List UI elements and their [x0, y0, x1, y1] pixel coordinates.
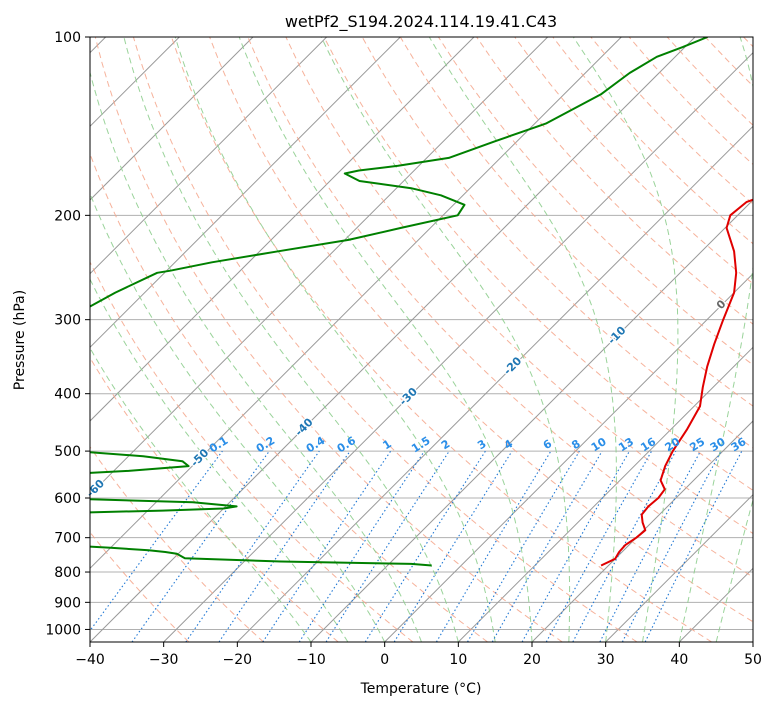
x-tick-label: −20 — [223, 652, 253, 668]
moist-adiabat-line — [320, 37, 571, 642]
x-tick-label: 40 — [670, 652, 688, 668]
mixing-ratio-line — [131, 450, 270, 642]
isotherm-line — [90, 37, 549, 496]
y-tick-label: 500 — [54, 444, 81, 460]
x-tick-label: 10 — [449, 652, 467, 668]
dry-adiabat-line — [514, 37, 753, 285]
dry-adiabat-line — [90, 356, 339, 642]
x-tick-label: 50 — [744, 652, 762, 668]
mixing-ratio-line — [521, 450, 630, 642]
dry-adiabat-line — [94, 37, 563, 642]
y-tick-label: 700 — [54, 531, 81, 547]
isotherm-line — [90, 37, 622, 570]
chart-title: wetPf2_S194.2024.114.19.41.C43 — [285, 12, 557, 32]
dry-adiabat-line — [132, 37, 638, 642]
plot-frame — [89, 36, 754, 643]
mixing-ratio-line — [185, 450, 320, 642]
isotherm-line — [90, 37, 401, 349]
isotherm-line — [457, 346, 753, 642]
isotherm-line — [236, 125, 753, 642]
x-tick-label: 20 — [523, 652, 541, 668]
mixing-ratio-line — [545, 450, 653, 642]
moist-adiabat-line — [238, 37, 533, 642]
isotherm-line — [163, 51, 753, 642]
isotherm-line — [605, 493, 753, 642]
isotherm-line — [90, 37, 475, 422]
mixing-ratio-line — [393, 450, 513, 642]
dry-adiabat-line — [90, 260, 414, 642]
isotherm-line — [384, 272, 753, 642]
x-tick-label: 0 — [380, 652, 389, 668]
y-axis: 100 200 300 400 500 600 700 800 900 1000 — [45, 30, 90, 638]
dry-adiabat-line — [247, 37, 753, 578]
x-axis: −40 −30 −20 −10 0 10 20 30 40 50 — [75, 642, 762, 668]
series-line-1 — [90, 37, 708, 567]
sounding-lines — [90, 37, 753, 567]
moist-adiabat-line — [174, 37, 496, 642]
x-tick-label: −30 — [149, 652, 179, 668]
dry-adiabat-line — [323, 37, 753, 491]
x-tick-label: −40 — [75, 652, 105, 668]
moist-adiabat-line — [90, 192, 386, 642]
x-axis-label: Temperature (°C) — [360, 681, 482, 697]
x-tick-label: −10 — [296, 652, 326, 668]
y-axis-label: Pressure (hPa) — [12, 290, 28, 390]
mixing-ratio-line — [218, 450, 351, 642]
mixing-ratio-line — [572, 450, 677, 642]
moist-adiabat-line — [90, 278, 349, 642]
y-tick-label: 300 — [54, 313, 81, 329]
dry-adiabat-line — [90, 446, 264, 642]
dry-adiabat-line — [171, 37, 712, 642]
y-tick-label: 1000 — [45, 622, 81, 638]
moist-adiabat-line — [715, 497, 753, 642]
y-tick-label: 900 — [54, 595, 81, 611]
mixing-ratio-line — [90, 450, 223, 632]
mixing-ratio-line — [644, 450, 743, 642]
moist-adiabat-line — [90, 347, 312, 642]
isotherm-line — [90, 37, 328, 275]
y-tick-label: 100 — [54, 30, 81, 46]
y-tick-label: 400 — [54, 387, 81, 403]
dry-adiabat-line — [209, 37, 753, 623]
y-tick-label: 800 — [54, 565, 81, 581]
moist-adiabat-line — [90, 70, 422, 642]
y-tick-label: 200 — [54, 208, 81, 224]
dry-adiabat-line — [285, 37, 753, 535]
x-tick-label: 30 — [597, 652, 615, 668]
dry-adiabat-line — [476, 37, 753, 325]
moist-adiabat-line — [572, 37, 679, 642]
moist-adiabat-line — [428, 37, 617, 642]
y-tick-label: 600 — [54, 491, 81, 507]
moist-adiabat-line — [678, 37, 753, 642]
isotherm-line — [90, 37, 696, 642]
series-line-0 — [600, 198, 753, 567]
isotherm-line — [90, 37, 254, 201]
moist-adiabat-line — [123, 37, 459, 642]
mixing-ratio-line — [298, 450, 425, 642]
mixing-ratio-line — [262, 450, 392, 642]
